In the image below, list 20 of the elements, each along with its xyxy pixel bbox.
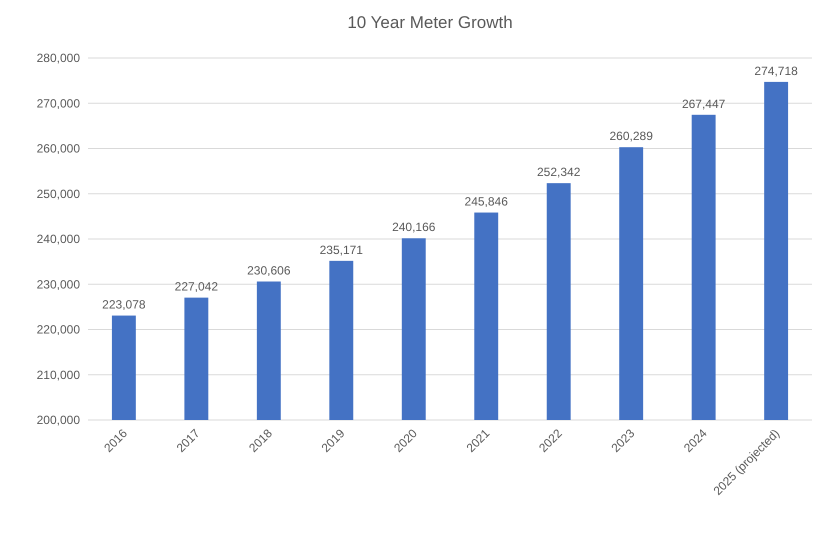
data-label: 245,846 bbox=[464, 194, 508, 209]
data-label: 240,166 bbox=[392, 220, 436, 234]
y-tick-label: 270,000 bbox=[36, 96, 80, 110]
data-label: 267,447 bbox=[682, 96, 726, 111]
y-tick-label: 240,000 bbox=[36, 232, 80, 246]
y-tick-label: 230,000 bbox=[36, 277, 80, 292]
y-tick-label: 260,000 bbox=[36, 142, 80, 156]
y-tick-label: 250,000 bbox=[36, 186, 80, 201]
data-label: 235,171 bbox=[320, 242, 364, 257]
data-label: 252,342 bbox=[537, 165, 581, 180]
y-tick-label: 220,000 bbox=[36, 322, 80, 337]
data-label: 223,078 bbox=[102, 298, 146, 312]
y-tick-label: 210,000 bbox=[36, 368, 80, 382]
data-label: 227,042 bbox=[174, 280, 218, 294]
data-label: 274,718 bbox=[754, 64, 798, 78]
y-tick-label: 280,000 bbox=[36, 51, 80, 66]
data-label: 230,606 bbox=[247, 264, 291, 278]
data-label: 260,289 bbox=[609, 129, 654, 144]
chart-title: 10 Year Meter Growth bbox=[347, 13, 513, 32]
y-tick-label: 200,000 bbox=[36, 413, 80, 428]
